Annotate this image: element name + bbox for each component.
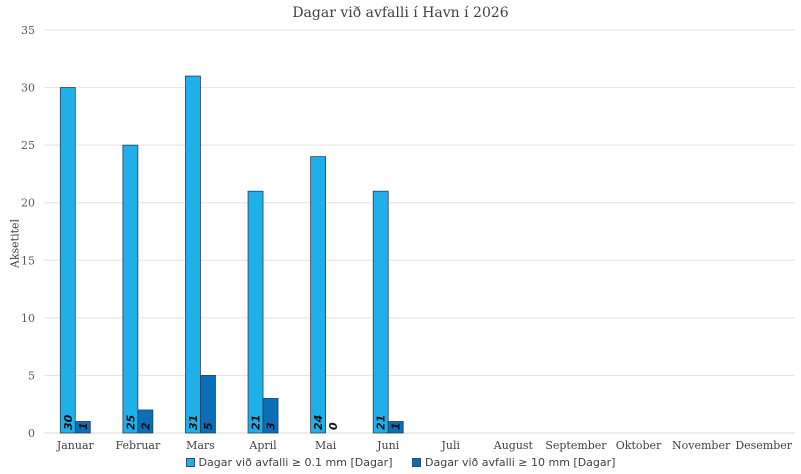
bar [200, 375, 216, 434]
data-label: 24 [312, 415, 325, 430]
x-tick-label: Juni [376, 439, 400, 452]
x-tick-label: November [672, 439, 731, 452]
y-tick-label: 0 [28, 427, 35, 440]
bar [137, 409, 154, 434]
legend-label-1: Dagar við avfalli ≥ 0.1 mm [Dagar] [198, 456, 393, 469]
x-tick-label: Februar [116, 439, 161, 452]
bar [372, 190, 389, 434]
y-tick-label: 15 [21, 254, 35, 267]
x-tick-label: Oktober [616, 439, 662, 452]
data-label: 21 [250, 415, 263, 430]
bar [262, 398, 279, 434]
bar [74, 421, 91, 434]
legend-swatch-1 [185, 458, 195, 467]
x-tick-label: Juli [441, 439, 461, 452]
legend-swatch-2 [412, 458, 421, 467]
data-label: 30 [62, 414, 75, 430]
y-tick-label: 25 [21, 139, 35, 152]
y-tick-label: 20 [21, 197, 35, 210]
bar [247, 190, 264, 434]
x-tick-label: April [248, 439, 277, 452]
bar [310, 156, 327, 434]
legend-item-2: Dagar við avfalli ≥ 10 mm [Dagar] [412, 456, 615, 469]
data-label: 31 [187, 415, 200, 430]
y-tick-label: 10 [21, 312, 35, 325]
y-tick-label: 5 [28, 369, 35, 382]
data-label: 2 [139, 422, 152, 430]
bar [122, 144, 139, 434]
legend: Dagar við avfalli ≥ 0.1 mm [Dagar] Dagar… [0, 456, 801, 470]
y-tick-label: 35 [21, 24, 35, 37]
legend-label-2: Dagar við avfalli ≥ 10 mm [Dagar] [425, 456, 616, 469]
x-tick-label: September [545, 439, 607, 452]
x-tick-label: Desember [735, 439, 792, 452]
x-tick-label: Mai [315, 439, 337, 452]
data-label: 5 [202, 422, 215, 430]
legend-item-1: Dagar við avfalli ≥ 0.1 mm [Dagar] [185, 456, 393, 469]
x-tick-label: Mars [186, 439, 215, 452]
data-label: 1 [77, 422, 90, 430]
data-label: 0 [327, 422, 340, 430]
chart-title: Dagar við avfalli í Havn í 2026 [292, 5, 509, 21]
data-label: 3 [265, 422, 278, 430]
data-label: 21 [375, 415, 388, 430]
x-tick-label: Januar [56, 439, 95, 452]
bar [185, 75, 201, 434]
data-label: 25 [124, 414, 137, 430]
bar [387, 421, 404, 434]
y-tick-label: 30 [21, 82, 35, 95]
data-label: 1 [390, 422, 403, 430]
bar [59, 87, 76, 434]
x-tick-label: August [493, 439, 534, 452]
